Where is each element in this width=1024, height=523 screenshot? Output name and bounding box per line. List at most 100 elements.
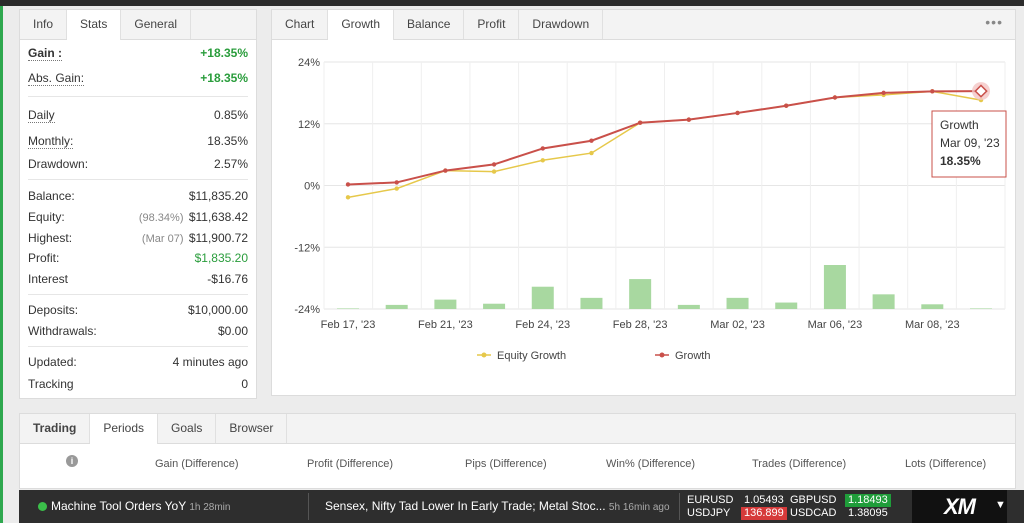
divider [679, 493, 680, 520]
series-point [491, 169, 497, 174]
profit-label: Profit: [28, 251, 60, 265]
series-point [637, 120, 643, 125]
legend-swatch-dot [481, 352, 487, 358]
highest-label: Highest: [28, 231, 73, 245]
y-tick-label: 24% [298, 57, 320, 69]
tracking-value: 0 [241, 377, 248, 391]
fx-pair-usdcad[interactable]: USDCAD [790, 507, 837, 519]
tab-stats[interactable]: Stats [67, 10, 122, 40]
daily-bar [483, 303, 506, 309]
tab-periods[interactable]: Periods [90, 414, 159, 444]
daily-bar [970, 308, 992, 309]
equity-percent: (98.34%) [138, 212, 184, 224]
balance-value: $11,835.20 [188, 189, 248, 203]
tooltip-box [931, 110, 1007, 178]
tab-growth[interactable]: Growth [328, 10, 395, 40]
series-point [345, 195, 351, 200]
chevron-down-icon[interactable]: ▼ [995, 499, 1006, 511]
col-win-header[interactable]: Win% (Difference) [606, 458, 696, 470]
balance-label: Balance: [28, 189, 75, 203]
highest-value: $11,900.72 [188, 231, 248, 245]
daily-bar [823, 265, 846, 309]
stat-abs-gain-row: Abs. Gain: +18.35% [28, 71, 248, 86]
growth-chart: 24% 12% 0% -12% -24%Feb 17, '23 Feb 21, '23 Fe… [294, 57, 1007, 362]
fx-pair-gbpusd[interactable]: GBPUSD [790, 494, 837, 506]
divider [28, 346, 248, 347]
tab-general[interactable]: General [121, 10, 192, 39]
x-tick-label: Feb 28, '23 [613, 319, 668, 331]
tab-goals[interactable]: Goals [158, 414, 217, 443]
stat-updated-row: Updated: 4 minutes ago [28, 355, 248, 369]
daily-bar [629, 279, 652, 309]
highest-date: (Mar 07) [141, 233, 184, 245]
series-point [832, 95, 838, 100]
stat-interest-row: Interest -$16.76 [28, 272, 248, 286]
series-point [784, 103, 789, 108]
col-gain-header[interactable]: Gain (Difference) [155, 458, 239, 470]
daily-bar [531, 286, 554, 309]
interest-label: Interest [28, 272, 69, 286]
info-icon[interactable]: i [66, 455, 78, 467]
monthly-value: 18.35% [207, 134, 248, 148]
fx-pair-usdjpy[interactable]: USDJPY [687, 507, 731, 519]
tab-info[interactable]: Info [20, 10, 68, 39]
divider [28, 96, 248, 97]
tooltip-value: 18.35% [940, 154, 981, 168]
updated-value: 4 minutes ago [172, 355, 248, 369]
chart-tabs: Chart Growth Balance Profit Drawdown [272, 10, 1015, 40]
daily-label[interactable]: Daily [28, 108, 55, 123]
series-point [443, 168, 448, 173]
stat-equity-row: Equity: (98.34%) $11,638.42 [28, 210, 248, 224]
xm-logo[interactable]: XM [912, 490, 1007, 523]
gain-value: +18.35% [200, 46, 248, 60]
ticker-headline-2[interactable]: Sensex, Nifty Tad Lower In Early Trade; … [325, 499, 670, 513]
col-pips-header[interactable]: Pips (Difference) [465, 458, 547, 470]
col-trades-header[interactable]: Trades (Difference) [752, 458, 847, 470]
withdrawals-value: $0.00 [217, 324, 248, 338]
stats-panel: Info Stats General Gain : +18.35% Abs. G… [19, 9, 257, 399]
stat-gain-row: Gain : +18.35% [28, 46, 248, 61]
stat-withdrawals-row: Withdrawals: $0.00 [28, 324, 248, 338]
y-tick-label: -24% [294, 304, 320, 316]
gain-label[interactable]: Gain : [28, 46, 63, 61]
series-point [589, 150, 594, 156]
deposits-label: Deposits: [28, 303, 79, 317]
daily-bar [677, 304, 700, 309]
y-tick-label: 12% [298, 119, 320, 131]
stat-profit-row: Profit: $1,835.20 [28, 251, 248, 265]
ticker-time-1: 1h 28min [189, 502, 231, 513]
abs-gain-label[interactable]: Abs. Gain: [28, 71, 85, 86]
withdrawals-label: Withdrawals: [28, 324, 97, 338]
fx-value-usdcad: 1.38095 [848, 507, 888, 519]
col-profit-header[interactable]: Profit (Difference) [307, 458, 393, 470]
x-tick-label: Feb 21, '23 [418, 319, 473, 331]
daily-bar [580, 297, 603, 309]
x-tick-label: Mar 08, '23 [905, 319, 960, 331]
tab-browser[interactable]: Browser [216, 414, 288, 443]
updated-label: Updated: [28, 355, 77, 369]
col-lots-header[interactable]: Lots (Difference) [905, 458, 987, 470]
ticker-headline-1[interactable]: Machine Tool Orders YoY 1h 28min [51, 499, 231, 513]
live-dot-icon [38, 502, 47, 511]
x-tick-label: Mar 02, '23 [710, 319, 765, 331]
stat-drawdown-row: Drawdown: 2.57% [28, 157, 248, 171]
series-point [540, 158, 545, 163]
daily-bar [434, 299, 457, 309]
bottom-tabs: Trading Periods Goals Browser [20, 414, 1015, 444]
tab-trading[interactable]: Trading [20, 414, 91, 443]
series-point [345, 182, 351, 187]
tab-balance[interactable]: Balance [394, 10, 465, 39]
fx-pair-eurusd[interactable]: EURUSD [687, 494, 734, 506]
tab-drawdown[interactable]: Drawdown [519, 10, 604, 39]
equity-value: $11,638.42 [188, 210, 248, 224]
tab-profit[interactable]: Profit [464, 10, 520, 39]
monthly-label[interactable]: Monthly: [28, 134, 74, 149]
stat-tracking-row: Tracking 0 [28, 377, 248, 391]
daily-bar [337, 308, 359, 309]
series-point [881, 90, 886, 96]
tab-chart[interactable]: Chart [272, 10, 329, 39]
active-edge-indicator [0, 6, 3, 523]
divider [308, 493, 309, 520]
series-point [491, 162, 497, 167]
more-dots-icon[interactable]: ••• [985, 14, 1003, 30]
